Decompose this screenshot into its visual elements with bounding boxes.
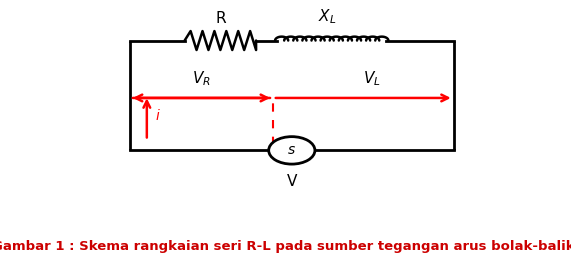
Text: R: R	[215, 11, 226, 26]
Circle shape	[269, 137, 315, 164]
Text: $X_L$: $X_L$	[318, 7, 337, 26]
Text: V: V	[287, 174, 297, 189]
Text: $i$: $i$	[155, 108, 161, 123]
Text: Gambar 1 : Skema rangkaian seri R-L pada sumber tegangan arus bolak-balik.: Gambar 1 : Skema rangkaian seri R-L pada…	[0, 240, 571, 253]
Text: $V_R$: $V_R$	[192, 69, 211, 88]
Text: $V_L$: $V_L$	[363, 69, 380, 88]
Text: s: s	[288, 143, 295, 157]
